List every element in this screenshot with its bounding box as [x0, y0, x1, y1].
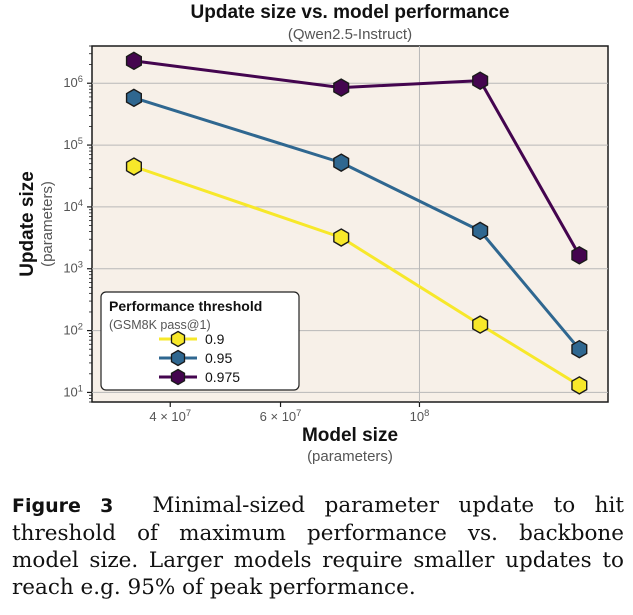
legend-item: 0.95	[159, 349, 232, 367]
y-tick-label: 105	[63, 136, 83, 152]
y-axis-label: Update size	[17, 171, 38, 277]
x-axis-label: Model size	[302, 425, 398, 446]
y-axis-sublabel: (parameters)	[39, 181, 56, 267]
caption-text: Minimal-sized parameter update to hit th…	[12, 493, 625, 600]
legend-label: 0.9	[205, 331, 225, 347]
y-tick-label: 104	[63, 198, 83, 214]
data-point	[571, 376, 588, 395]
series-line	[133, 165, 581, 387]
data-point	[472, 71, 489, 90]
data-point	[125, 88, 142, 108]
legend-label: 0.95	[205, 350, 232, 366]
x-tick-label: 6 × 107	[260, 408, 302, 424]
series-line	[133, 59, 581, 257]
y-tick-label: 101	[63, 383, 83, 399]
y-tick-label: 103	[63, 260, 83, 276]
legend-marker	[170, 368, 186, 386]
data-point	[571, 339, 588, 359]
legend-items: 0.9 0.95 0.975	[159, 330, 240, 386]
y-tick-label: 106	[63, 74, 83, 90]
legend: Performance threshold (GSM8K pass@1) 0.9…	[100, 291, 300, 391]
x-tick-label: 108	[410, 408, 430, 424]
y-tick-label: 102	[63, 322, 83, 338]
series-layer	[125, 51, 588, 395]
series-0.95	[125, 88, 588, 359]
data-point	[125, 51, 142, 71]
data-point	[125, 157, 142, 176]
legend-label: 0.975	[205, 369, 240, 385]
data-point	[472, 221, 489, 241]
x-tick-label: 4 × 107	[149, 408, 191, 424]
axes: 101 102 103 104 105 106 4 × 107 6 × 107 108	[63, 45, 430, 424]
legend-item: 0.9	[159, 330, 225, 348]
caption-label: Figure 3	[12, 495, 114, 517]
legend-marker	[170, 349, 186, 367]
data-point	[333, 228, 350, 247]
x-axis-sublabel: (parameters)	[307, 448, 393, 465]
series-0.975	[125, 51, 588, 265]
legend-subtitle: (GSM8K pass@1)	[109, 318, 211, 332]
chart-subtitle: (Qwen2.5-Instruct)	[288, 26, 412, 43]
series-line	[133, 96, 581, 351]
legend-marker	[170, 330, 186, 348]
data-point	[333, 78, 350, 97]
figure-caption: Figure 3 Minimal-sized parameter update …	[12, 492, 624, 601]
legend-box	[100, 291, 300, 391]
data-point	[333, 153, 350, 172]
legend-title: Performance threshold	[109, 298, 262, 314]
data-point	[571, 245, 588, 265]
series-0.9	[125, 157, 588, 395]
chart: Update size vs. model performance (Qwen2…	[17, 2, 609, 465]
chart-title: Update size vs. model performance	[191, 2, 510, 23]
data-point	[472, 315, 489, 334]
legend-item: 0.975	[159, 368, 240, 386]
